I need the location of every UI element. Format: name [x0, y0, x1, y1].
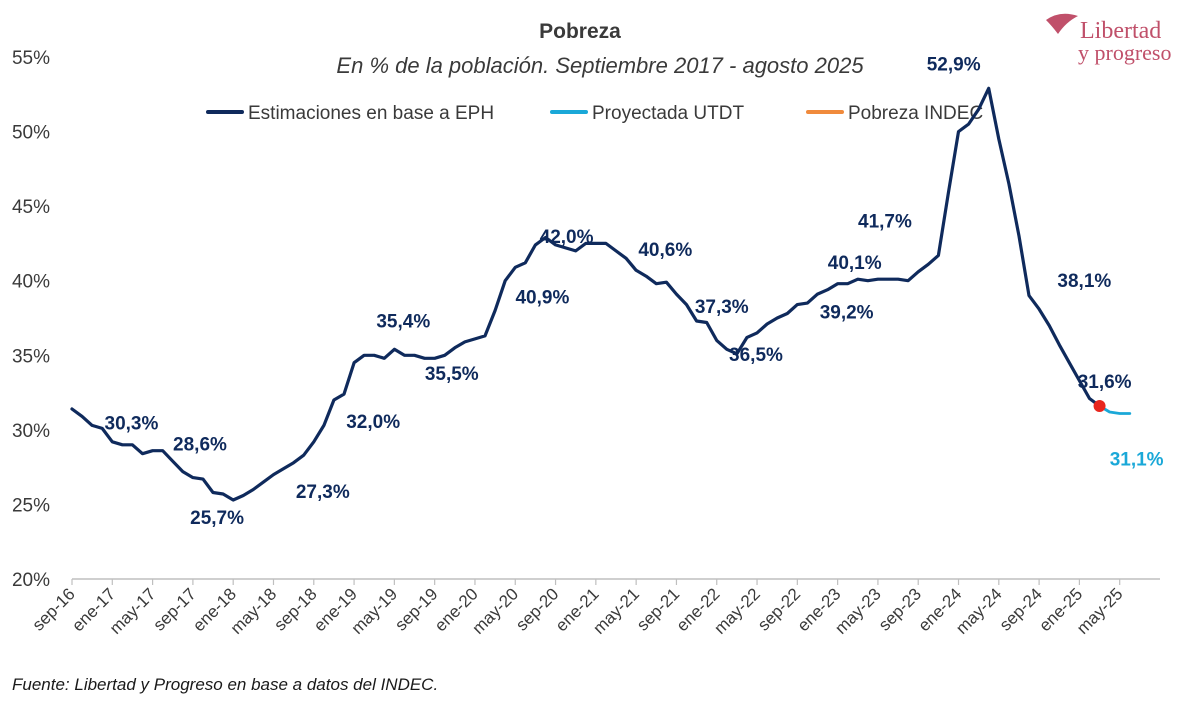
- x-tick-label: sep-19: [391, 584, 441, 634]
- x-tick-label: may-23: [831, 584, 885, 638]
- x-tick-label: may-19: [348, 584, 402, 638]
- x-tick-label: sep-16: [29, 584, 79, 634]
- y-tick-label: 55%: [12, 48, 50, 69]
- data-label: 41,7%: [858, 211, 912, 232]
- data-label: 52,9%: [927, 54, 981, 75]
- y-tick-label: 45%: [12, 197, 50, 218]
- legend-label: Estimaciones en base a EPH: [248, 103, 494, 124]
- data-label: 27,3%: [296, 482, 350, 503]
- y-axis: 20% 25% 30% 35% 40% 45% 50% 55%: [12, 48, 50, 591]
- x-tick-label: may-25: [1073, 584, 1127, 638]
- data-label: 38,1%: [1057, 271, 1111, 292]
- chart-legend: Estimaciones en base a EPH Proyectada UTD…: [206, 103, 983, 124]
- data-label: 31,6%: [1078, 372, 1132, 393]
- x-tick-label: may-20: [469, 584, 523, 638]
- chart-subtitle: En % de la población. Septiembre 2017 - …: [336, 53, 864, 78]
- x-tick-label: sep-23: [875, 584, 925, 634]
- x-axis: sep-16ene-17may-17sep-17ene-18may-18sep-…: [29, 578, 1160, 638]
- x-tick-label: sep-22: [754, 584, 804, 634]
- x-tick-label: sep-20: [512, 584, 562, 634]
- data-label: 40,9%: [515, 287, 569, 308]
- legend-label: Proyectada UTDT: [592, 103, 744, 124]
- logo-line-1: Libertad: [1080, 18, 1161, 44]
- data-labels: 30,3% 28,6% 25,7% 27,3% 32,0% 35,4% 35,5% 42,0%…: [105, 54, 1164, 529]
- data-label: 36,5%: [729, 345, 783, 366]
- y-tick-label: 30%: [12, 421, 50, 442]
- x-tick-label: sep-18: [270, 584, 320, 634]
- series-point-indec: [1093, 399, 1106, 412]
- x-tick-label: may-22: [710, 584, 764, 638]
- x-tick-label: may-17: [106, 584, 160, 638]
- x-tick-label: sep-24: [996, 584, 1046, 634]
- y-tick-label: 25%: [12, 495, 50, 516]
- x-tick-label: may-21: [589, 584, 643, 638]
- source-note: Fuente: Libertad y Progreso en base a da…: [12, 675, 438, 694]
- bird-icon: [1046, 13, 1078, 34]
- x-tick-label: sep-21: [633, 584, 683, 634]
- data-label: 31,1%: [1110, 449, 1164, 470]
- data-label: 35,4%: [376, 311, 430, 332]
- x-tick-label: may-18: [227, 584, 281, 638]
- data-label: 32,0%: [346, 412, 400, 433]
- data-label: 35,5%: [425, 364, 479, 385]
- data-label: 37,3%: [695, 297, 749, 318]
- logo-line-2: y progreso: [1078, 40, 1171, 65]
- x-tick-label: sep-17: [150, 584, 200, 634]
- y-tick-label: 50%: [12, 123, 50, 144]
- data-label: 39,2%: [820, 303, 874, 324]
- x-tick-label: may-24: [952, 584, 1006, 638]
- chart-series: [70, 86, 1132, 502]
- legend-label: Pobreza INDEC: [848, 103, 983, 124]
- chart-title: Pobreza: [539, 20, 621, 43]
- data-label: 25,7%: [190, 508, 244, 529]
- y-tick-label: 35%: [12, 346, 50, 367]
- data-label: 40,1%: [828, 253, 882, 274]
- y-tick-label: 40%: [12, 272, 50, 293]
- data-label: 40,6%: [638, 240, 692, 261]
- data-label: 28,6%: [173, 435, 227, 456]
- y-tick-label: 20%: [12, 570, 50, 591]
- data-label: 42,0%: [540, 227, 594, 248]
- series-line: [70, 86, 1102, 502]
- brand-logo: Libertad y progreso: [1046, 13, 1171, 65]
- data-label: 30,3%: [105, 413, 159, 434]
